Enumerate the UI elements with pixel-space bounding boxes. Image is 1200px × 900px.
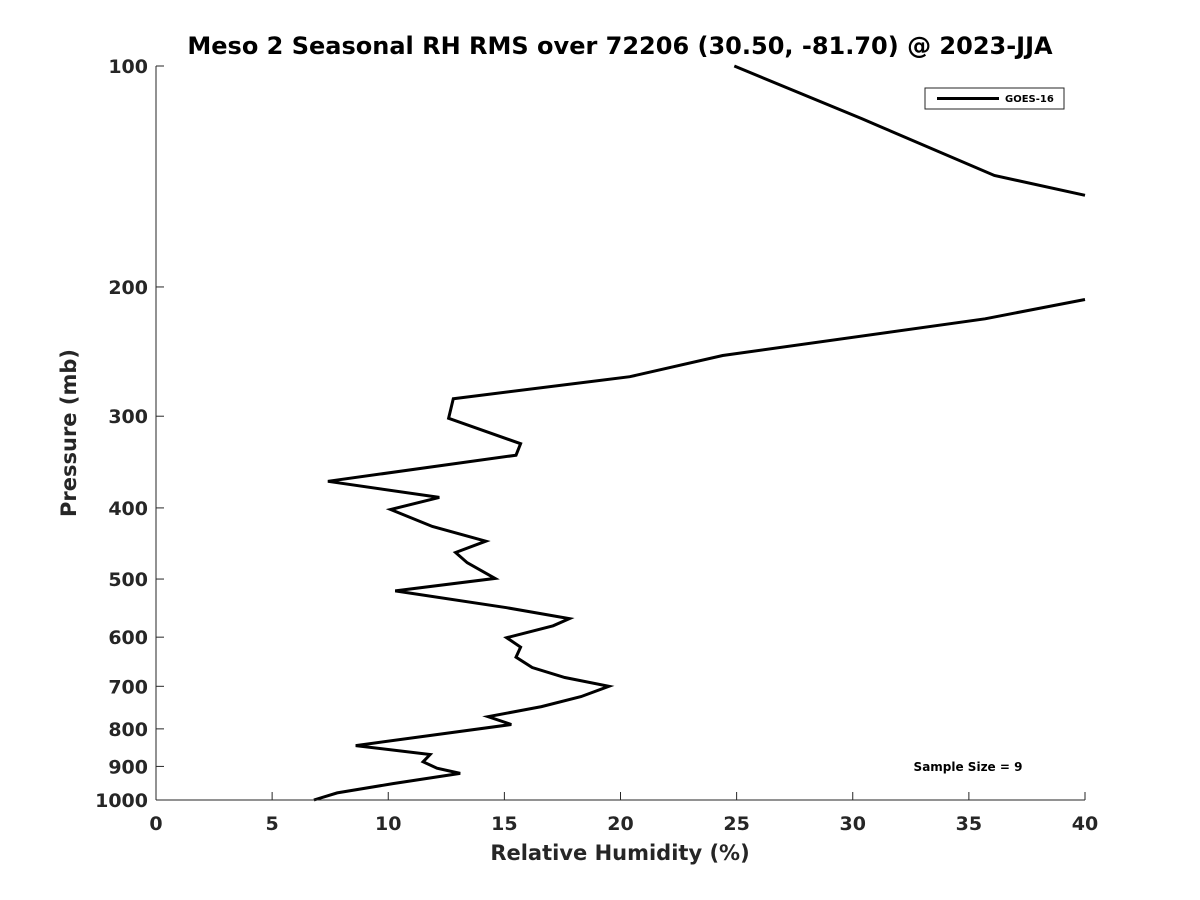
legend: GOES-16 [924, 87, 1065, 110]
y-axis-label: Pressure (mb) [57, 349, 81, 517]
y-tick-label: 900 [108, 756, 148, 778]
y-tick-label: 1000 [95, 790, 148, 812]
x-ticks: 0 5 10 15 20 25 30 35 40 [149, 792, 1098, 835]
x-axis-label: Relative Humidity (%) [490, 841, 749, 865]
x-tick-label: 25 [723, 813, 749, 835]
y-tick-label: 600 [108, 627, 148, 649]
legend-label-goes-16: GOES-16 [1005, 94, 1054, 105]
series-line-goes-16-segment-2 [313, 298, 1086, 802]
plot-area: 0 5 10 15 20 25 30 35 40 100 200 300 400 500 600 700 80… [95, 56, 1098, 835]
x-tick-label: 5 [266, 813, 279, 835]
plot-background [156, 66, 1085, 800]
x-tick-label: 15 [491, 813, 517, 835]
chart-title: Meso 2 Seasonal RH RMS over 72206 (30.50… [187, 32, 1053, 60]
x-tick-label: 40 [1072, 813, 1098, 835]
y-tick-label: 100 [108, 56, 148, 78]
x-tick-label: 30 [840, 813, 866, 835]
y-tick-label: 200 [108, 277, 148, 299]
sample-size-annotation: Sample Size = 9 [914, 760, 1023, 774]
series-line-goes-16-segment-1 [733, 64, 1086, 197]
x-tick-label: 35 [956, 813, 982, 835]
y-tick-label: 300 [108, 406, 148, 428]
series-group [313, 64, 1086, 802]
y-tick-label: 400 [108, 498, 148, 520]
y-tick-label: 500 [108, 569, 148, 591]
x-tick-label: 10 [375, 813, 401, 835]
y-tick-label: 700 [108, 676, 148, 698]
x-tick-label: 20 [607, 813, 633, 835]
x-tick-label: 0 [149, 813, 162, 835]
y-tick-label: 800 [108, 719, 148, 741]
y-ticks: 100 200 300 400 500 600 700 800 900 1000 [95, 56, 164, 812]
